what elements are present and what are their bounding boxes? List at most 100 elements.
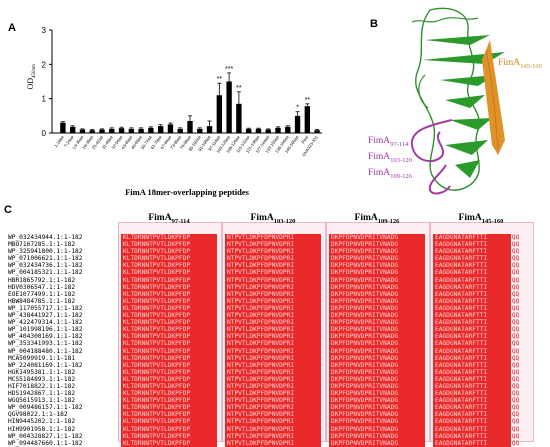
- alignment-row: EAGDGNATARFTTI: [435, 326, 488, 334]
- alignment-row: NTPVTLDKPFDPNVDPRI: [227, 411, 295, 419]
- alignment-row: EAGDGNATARFTTI: [435, 319, 488, 327]
- alignment-tail-row: QQ: [512, 312, 520, 320]
- bar: [138, 128, 144, 133]
- alignment-row: EAGDGNATARFTTI: [435, 397, 488, 405]
- alignment-tail-row: QQ: [512, 432, 520, 440]
- sequence-id: WP_353341993.1:1-182: [8, 340, 83, 348]
- sequence-id: WP_404300169.1:1-182: [8, 333, 83, 341]
- alignment-row: DKPFDPNVDPRITVNADG: [331, 368, 399, 376]
- bar: [285, 126, 291, 133]
- alignment-row: DKPFDPNVDPRITVNADG: [331, 269, 399, 277]
- alignment-row: NTPVTLDKPFDPNVDPRI: [227, 319, 295, 327]
- alignment-row: EAGDGNATARFTTI: [435, 382, 488, 390]
- bar: [128, 128, 135, 133]
- bar: [157, 126, 164, 133]
- alignment-tail-row: QQ: [512, 340, 520, 348]
- significance-label: ***: [225, 66, 233, 73]
- alignment-tail-row: QQ: [512, 255, 520, 263]
- alignment-row: DKPFDPNVDPRITVNADG: [331, 382, 399, 390]
- alignment-row: KLTDRNNTPVTLDKPFDP: [123, 439, 191, 447]
- alignment-tail-row: QQ: [512, 382, 520, 390]
- alignment-tail-row: QQ: [512, 326, 520, 334]
- alignment-row: NTPVTLDKPFDPNVDPRI: [227, 432, 295, 440]
- sequence-id: WP_438441927.1:1-182: [8, 312, 83, 320]
- y-tick-label: 2: [42, 60, 47, 69]
- alignment-row: KLTDRNNTPVTLDKPFDP: [123, 368, 191, 376]
- sequence-id: EOE1077499.1:1-182: [8, 290, 76, 298]
- sequence-id: WP_101998196.1:1-182: [8, 326, 83, 334]
- alignment-row: NTPVTLDKPFDPNVDPRI: [227, 361, 295, 369]
- alignment-row: NTPVTLDKPFDPNVDPRI: [227, 340, 295, 348]
- sequence-id: HBW8484785.1:1-182: [8, 297, 76, 305]
- sequence-id: HDV0306547.1:1-182: [8, 283, 76, 291]
- alignment-row: KLTDRNNTPVTLDKPFDP: [123, 248, 191, 256]
- alignment-row: KLTDRNNTPVTLDKPFDP: [123, 297, 191, 305]
- alignment-row: EAGDGNATARFTTI: [435, 340, 488, 348]
- alignment-row: DKPFDPNVDPRITVNADG: [331, 248, 399, 256]
- alignment-row: DKPFDPNVDPRITVNADG: [331, 241, 399, 249]
- bar: [167, 124, 174, 133]
- alignment-tail-row: QQ: [512, 290, 520, 298]
- alignment-row: NTPVTLDKPFDPNVDPRI: [227, 276, 295, 284]
- alignment-row: EAGDGNATARFTTI: [435, 312, 488, 320]
- alignment-row: KLTDRNNTPVTLDKPFDP: [123, 290, 191, 298]
- alignment-row: EAGDGNATARFTTI: [435, 432, 488, 440]
- alignment-row: NTPVTLDKPFDPNVDPRI: [227, 347, 295, 355]
- bar: [255, 128, 262, 133]
- alignment-row: DKPFDPNVDPRITVNADG: [331, 312, 399, 320]
- alignment-tail-row: QQ: [512, 390, 520, 398]
- x-tick-label: 1-18aa: [53, 134, 65, 148]
- sequence-id: WP_325941800.1:1-182: [8, 248, 83, 256]
- structure-label-103-120: FimA103-120: [368, 152, 412, 164]
- alignment-row: DKPFDPNVDPRITVNADG: [331, 432, 399, 440]
- alignment-row: KLTDRNNTPVTLDKPFDP: [123, 354, 191, 362]
- bar: [118, 128, 125, 133]
- alignment-tail-row: QQ: [512, 354, 520, 362]
- alignment-tail-row: QQ: [512, 276, 520, 284]
- sequence-id-list: WP_032434944.1:1-182 MBO7167285.1:1-182 WP…: [8, 234, 118, 447]
- alignment-row: KLTDRNNTPVTLDKPFDP: [123, 312, 191, 320]
- alignment-tail-row: QQ: [512, 404, 520, 412]
- alignment-row: EAGDGNATARFTTI: [435, 248, 488, 256]
- structure-label-109-126: FimA109-126: [368, 168, 412, 180]
- alignment-row: DKPFDPNVDPRITVNADG: [331, 255, 399, 263]
- alignment-row: NTPVTLDKPFDPNVDPRI: [227, 425, 295, 433]
- sequence-id: HIF7018822.1:1-182: [8, 382, 76, 390]
- alignment-row: KLTDRNNTPVTLDKPFDP: [123, 269, 191, 277]
- sequence-id: WP_071006621.1:1-182: [8, 255, 83, 263]
- alignment-block-145-160: EAGDGNATARFTTI EAGDGNATARFTTI EAGDGNATARFT…: [433, 234, 511, 447]
- bar: [187, 120, 193, 133]
- panel-label-c: C: [4, 204, 12, 216]
- bar: [109, 128, 115, 133]
- sequence-id: WP_117055717.1:1-182: [8, 304, 83, 312]
- alignment-row: NTPVTLDKPFDPNVDPRI: [227, 354, 295, 362]
- alignment-row: DKPFDPNVDPRITVNADG: [331, 276, 399, 284]
- alignment-tail-row: QQ: [512, 241, 520, 249]
- alignment-row: EAGDGNATARFTTI: [435, 390, 488, 398]
- alignment-row: NTPVTLDKPFDPNVDPRI: [227, 368, 295, 376]
- alignment-row: NTPVTLDKPFDPNVDPRI: [227, 283, 295, 291]
- alignment-row: NTPVTLDKPFDPNVDPRI: [227, 290, 295, 298]
- sequence-id: MCA5099919.1:1-181: [8, 354, 76, 362]
- protein-structure-image: [410, 7, 505, 195]
- alignment-row: KLTDRNNTPVTLDKPFDP: [123, 340, 191, 348]
- alignment-row: NTPVTLDKPFDPNVDPRI: [227, 304, 295, 312]
- sequence-id: QGV98022.1:1-182: [8, 411, 68, 419]
- bar: [226, 81, 232, 133]
- alignment-row: KLTDRNNTPVTLDKPFDP: [123, 375, 191, 383]
- alignment-row: NTPVTLDKPFDPNVDPRI: [227, 234, 295, 241]
- sequence-id: HBR1865792.1:1-182: [8, 276, 76, 284]
- bar: [216, 95, 223, 133]
- alignment-row: KLTDRNNTPVTLDKPFDP: [123, 304, 191, 312]
- bar: [177, 128, 183, 133]
- alignment-tail-row: QQ: [512, 283, 520, 291]
- alignment-tail-row: QQ: [512, 333, 520, 341]
- alignment-row: DKPFDPNVDPRITVNADG: [331, 290, 399, 298]
- alignment-row: EAGDGNATARFTTI: [435, 241, 488, 249]
- alignment-row: EAGDGNATARFTTI: [435, 361, 488, 369]
- alignment-row: DKPFDPNVDPRITVNADG: [331, 404, 399, 412]
- sequence-id: WP_004328827.1:1-182: [8, 432, 83, 440]
- alignment-row: EAGDGNATARFTTI: [435, 304, 488, 312]
- alignment-row: KLTDRNNTPVTLDKPFDP: [123, 425, 191, 433]
- alignment-row: DKPFDPNVDPRITVNADG: [331, 333, 399, 341]
